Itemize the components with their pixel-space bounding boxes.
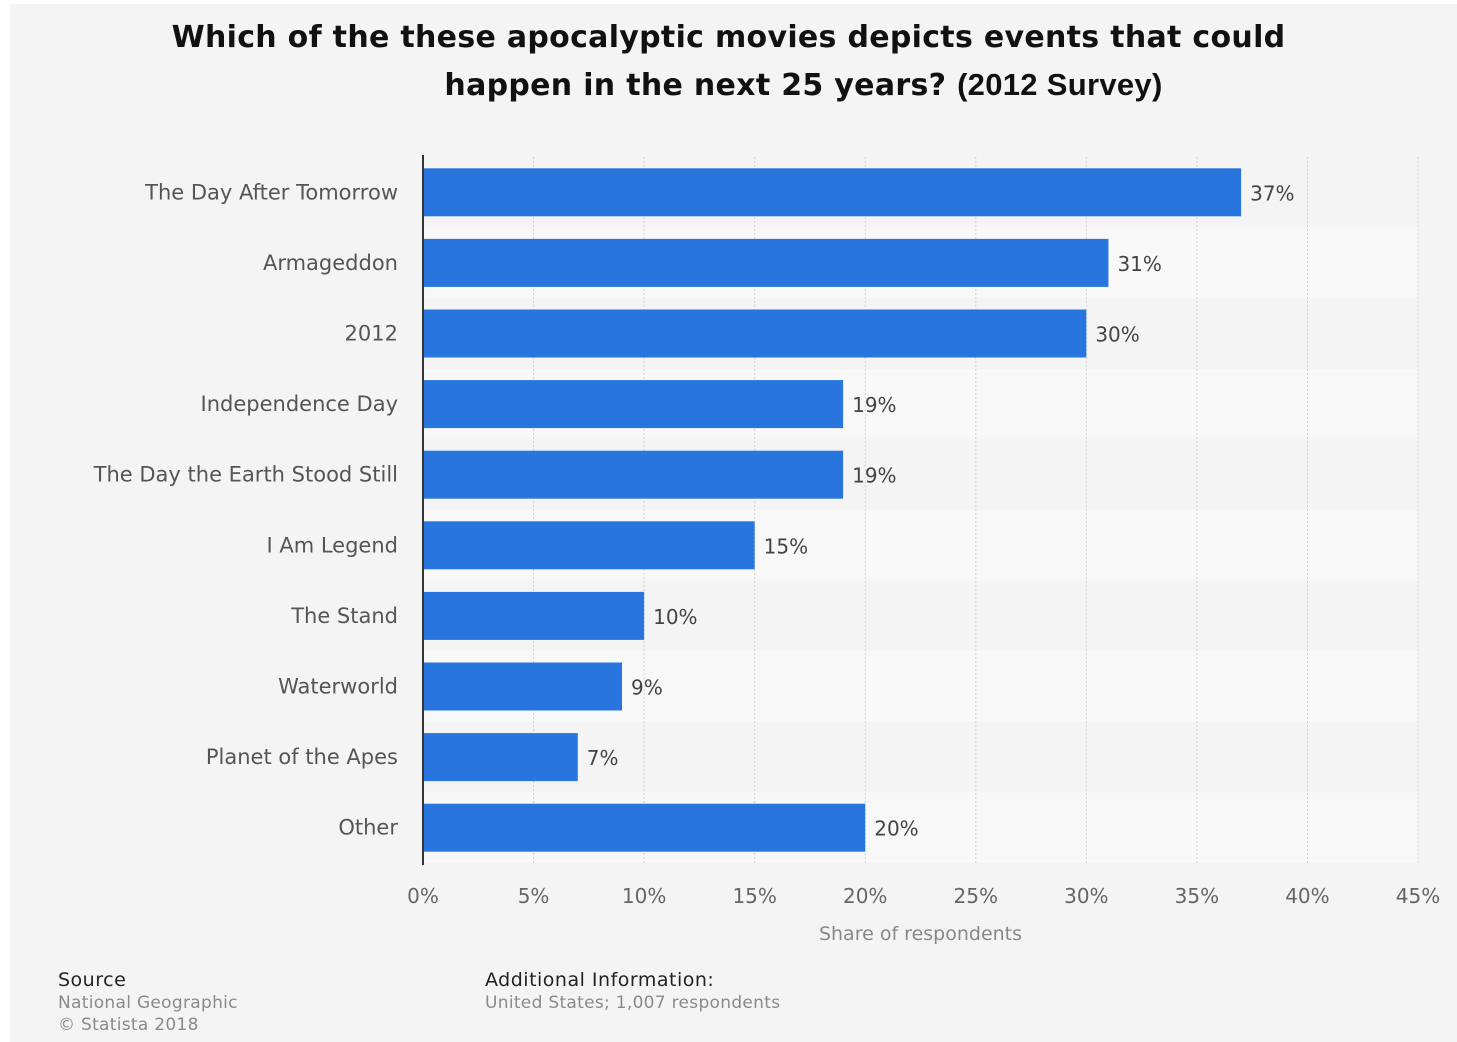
bar	[423, 521, 755, 570]
x-tick-label: 40%	[1285, 884, 1329, 908]
category-label: Other	[338, 816, 398, 840]
source-block: Source National Geographic © Statista 20…	[58, 968, 238, 1036]
title-line-2-wrap: happen in the next 25 years? (2012 Surve…	[0, 61, 1457, 109]
x-tick-label: 30%	[1064, 884, 1108, 908]
category-label: Independence Day	[201, 392, 398, 416]
data-label: 19%	[852, 464, 896, 488]
row-band	[423, 721, 1418, 793]
data-label: 10%	[653, 605, 697, 629]
data-label: 20%	[874, 817, 918, 841]
bar	[423, 733, 578, 782]
x-tick-label: 5%	[518, 884, 550, 908]
data-label: 7%	[587, 746, 619, 770]
data-label: 37%	[1250, 181, 1294, 205]
bar	[423, 450, 844, 499]
x-tick-label: 20%	[843, 884, 887, 908]
category-label: The Day After Tomorrow	[144, 180, 398, 204]
x-axis-title: Share of respondents	[819, 923, 1022, 945]
x-tick-label: 35%	[1175, 884, 1219, 908]
bar	[423, 591, 645, 640]
data-label: 9%	[631, 676, 663, 700]
data-label: 19%	[852, 393, 896, 417]
x-tick-label: 25%	[954, 884, 998, 908]
category-label: The Day the Earth Stood Still	[93, 463, 398, 487]
category-label: Waterworld	[278, 675, 398, 699]
additional-info-block: Additional Information: United States; 1…	[485, 968, 780, 1014]
source-heading: Source	[58, 969, 127, 991]
data-label: 30%	[1095, 323, 1139, 347]
category-label: Armageddon	[263, 251, 398, 275]
bar	[423, 238, 1109, 287]
additional-info-heading: Additional Information:	[485, 969, 715, 991]
bar	[423, 380, 844, 429]
bar	[423, 168, 1242, 217]
title-suffix: (2012 Survey)	[957, 67, 1163, 102]
category-label: The Stand	[290, 604, 398, 628]
category-label: 2012	[345, 322, 398, 346]
bar	[423, 662, 622, 711]
additional-info-text: United States; 1,007 respondents	[485, 993, 781, 1013]
data-label: 15%	[764, 534, 808, 558]
source-name: National Geographic	[58, 993, 238, 1013]
x-tick-label: 15%	[732, 884, 776, 908]
title-line-1: Which of the these apocalyptic movies de…	[171, 20, 1286, 55]
x-tick-label: 45%	[1396, 884, 1440, 908]
bar	[423, 309, 1087, 358]
copyright: © Statista 2018	[58, 1015, 199, 1035]
category-label: I Am Legend	[266, 533, 398, 557]
bar	[423, 803, 866, 852]
title-line-2: happen in the next 25 years?	[444, 68, 947, 103]
x-tick-label: 0%	[407, 884, 439, 908]
category-label: Planet of the Apes	[206, 745, 398, 769]
chart-title: Which of the these apocalyptic movies de…	[0, 14, 1457, 109]
x-tick-label: 10%	[622, 884, 666, 908]
data-label: 31%	[1117, 252, 1161, 276]
